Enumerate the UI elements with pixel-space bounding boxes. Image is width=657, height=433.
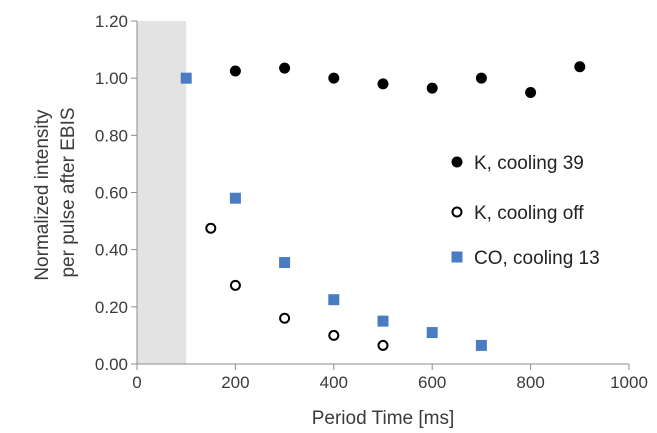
data-point bbox=[377, 315, 389, 327]
y-tick-label: 0.00 bbox=[95, 355, 128, 374]
y-tick-label: 1.20 bbox=[95, 12, 128, 31]
legend-marker bbox=[451, 156, 463, 168]
x-tick-label: 0 bbox=[132, 373, 141, 392]
y-tick-label: 0.20 bbox=[95, 298, 128, 317]
data-point bbox=[279, 257, 291, 269]
legend-label: K, cooling 39 bbox=[474, 153, 584, 174]
data-point bbox=[426, 82, 438, 94]
data-point bbox=[377, 78, 389, 90]
data-point bbox=[475, 339, 487, 351]
x-tick-label: 600 bbox=[418, 373, 446, 392]
data-point bbox=[525, 86, 537, 98]
y-tick-label: 0.80 bbox=[95, 126, 128, 145]
tick-labels-layer: 0.00 0.20 0.40 0.60 0.80 1.00 1.20 0 200 400 600 80… bbox=[95, 12, 648, 392]
y-tick-label: 0.60 bbox=[95, 184, 128, 203]
data-point bbox=[229, 279, 241, 291]
data-point bbox=[279, 62, 291, 74]
y-tick-label: 0.40 bbox=[95, 241, 128, 260]
data-point bbox=[328, 329, 340, 341]
x-tick-label: 400 bbox=[320, 373, 348, 392]
x-tick-label: 800 bbox=[516, 373, 544, 392]
y-axis-title-line-2: per pulse after EBIS bbox=[58, 107, 79, 277]
legend-marker bbox=[451, 251, 463, 263]
series-open-circle bbox=[205, 222, 389, 351]
data-point bbox=[328, 294, 340, 306]
data-point bbox=[377, 339, 389, 351]
data-point bbox=[328, 72, 340, 84]
legend-label: K, cooling off bbox=[474, 203, 584, 224]
data-point bbox=[279, 312, 291, 324]
legend-marker bbox=[451, 206, 463, 218]
y-tick-label: 1.00 bbox=[95, 69, 128, 88]
x-axis-title: Period Time [ms] bbox=[312, 408, 455, 429]
data-point bbox=[180, 72, 192, 84]
series-filled-circle bbox=[229, 61, 586, 98]
data-point bbox=[475, 72, 487, 84]
data-point bbox=[426, 327, 438, 339]
y-axis-title: Normalized intensity per pulse after EBI… bbox=[32, 104, 79, 280]
y-axis-title-line-1: Normalized intensity bbox=[32, 109, 53, 281]
legend-entry: K, cooling off bbox=[451, 203, 584, 224]
data-point bbox=[574, 61, 586, 73]
shaded-region bbox=[137, 21, 187, 364]
data-points-layer bbox=[180, 61, 586, 351]
data-point bbox=[205, 222, 217, 234]
legend: K, cooling 39 K, cooling off CO, cooling 1… bbox=[451, 153, 600, 269]
legend-entry: K, cooling 39 bbox=[451, 153, 584, 174]
legend-label: CO, cooling 13 bbox=[474, 248, 600, 269]
series-square bbox=[180, 72, 487, 351]
x-tick-label: 1000 bbox=[610, 373, 648, 392]
legend-entry: CO, cooling 13 bbox=[451, 248, 600, 269]
x-tick-label: 200 bbox=[221, 373, 249, 392]
shaded-region-layer bbox=[137, 21, 187, 364]
axes-layer bbox=[131, 20, 630, 370]
data-point bbox=[229, 65, 241, 77]
data-point bbox=[229, 192, 241, 204]
